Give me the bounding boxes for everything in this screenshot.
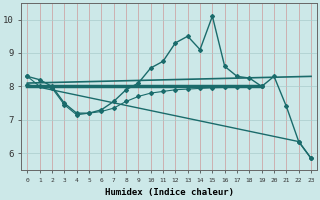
- X-axis label: Humidex (Indice chaleur): Humidex (Indice chaleur): [105, 188, 234, 197]
